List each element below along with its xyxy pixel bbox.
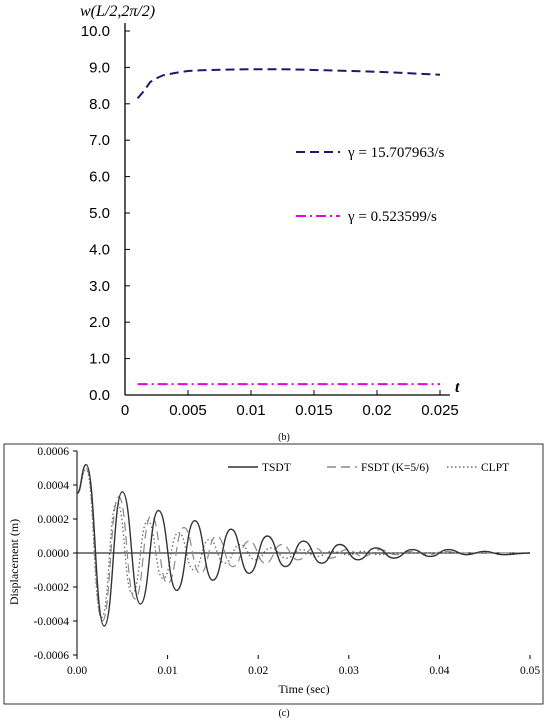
chart-b-xticks: 0 0.005 0.01 0.015 0.02 0.025 [121, 390, 459, 419]
chart-b-ytick-label: 4.0 [89, 241, 110, 258]
chart-b-yticks: 0.0 1.0 2.0 3.0 4.0 5.0 6.0 7.0 8.0 9.0 10.0 [81, 23, 130, 404]
chart-c-xtick-label: 0.02 [248, 665, 268, 677]
chart-c-ytick-label: -0.0002 [34, 582, 70, 594]
chart-b-xtick-label: 0.02 [362, 402, 391, 419]
chart-c-ytick-label: 0.0002 [37, 514, 69, 526]
chart-b: w(L/2,2π/2) 0.0 1.0 2.0 3.0 4.0 5.0 6.0 7.0 8.0 9… [80, 3, 460, 443]
chart-b-xtick-label: 0 [121, 402, 129, 419]
chart-b-series-line-1 [136, 68, 441, 99]
chart-c-xtick-label: 0.04 [429, 665, 449, 677]
chart-b-legend: γ = 15.707963/s γ = 0.523599/s [296, 145, 445, 225]
chart-b-xtick-label: 0.025 [421, 402, 459, 419]
chart-b-panel-label: (b) [278, 432, 290, 443]
chart-c-xticks: 0.00 0.01 0.02 0.03 0.04 0.05 [67, 655, 540, 677]
chart-c-xtick-label: 0.03 [339, 665, 359, 677]
chart-b-ytick-label: 9.0 [89, 59, 110, 76]
chart-b-series [136, 68, 441, 386]
chart-c-panel-label: (c) [278, 708, 289, 719]
chart-b-ytick-label: 5.0 [89, 205, 110, 222]
chart-c-ytick-label: 0.0006 [37, 446, 69, 458]
chart-c-ylabel: Displacement (m) [7, 519, 21, 605]
chart-b-legend-label: γ = 15.707963/s [347, 145, 445, 161]
chart-b-ytick-label: 8.0 [89, 96, 110, 113]
chart-c-xlabel: Time (sec) [278, 682, 329, 696]
chart-c-xtick-label: 0.00 [67, 665, 87, 677]
chart-b-ytick-label: 2.0 [89, 314, 110, 331]
chart-c-yticks: -0.0006 -0.0004 -0.0002 0.0000 0.0002 0.0004 0… [34, 446, 77, 662]
chart-c-ytick-label: -0.0006 [34, 650, 70, 662]
chart-c-series [76, 463, 531, 627]
chart-b-xtick-label: 0.01 [236, 402, 265, 419]
chart-c-ytick-label: 0.0004 [37, 480, 69, 492]
chart-b-ytick-label: 6.0 [89, 169, 110, 186]
chart-b-xtick-label: 0.015 [295, 402, 333, 419]
chart-c-frame [3, 443, 544, 705]
chart-c-ytick-label: 0.0000 [37, 548, 69, 560]
chart-c-xtick-label: 0.01 [158, 665, 178, 677]
chart-c-xtick-label: 0.05 [520, 665, 540, 677]
chart-b-ytick-label: 7.0 [89, 132, 110, 149]
chart-c-series-line-3 [76, 469, 530, 619]
chart-c: -0.0006 -0.0004 -0.0002 0.0000 0.0002 0.0004 0… [3, 443, 544, 719]
chart-c-legend: TSDT FSDT (K=5/6) CLPT [228, 462, 509, 474]
chart-b-xtick-label: 0.005 [169, 402, 207, 419]
chart-c-series-line-2 [76, 467, 530, 622]
chart-b-ytick-label: 1.0 [89, 351, 110, 368]
chart-b-axes [124, 23, 450, 396]
chart-c-legend-label: FSDT (K=5/6) [361, 462, 429, 474]
chart-c-series-line-1 [76, 463, 531, 627]
chart-b-ytick-label: 10.0 [81, 23, 110, 40]
chart-b-ytick-label: 3.0 [89, 278, 110, 295]
chart-b-legend-label: γ = 0.523599/s [347, 209, 437, 225]
chart-b-ytick-label: 0.0 [89, 387, 110, 404]
chart-c-legend-label: TSDT [262, 462, 291, 474]
chart-b-ylabel: w(L/2,2π/2) [80, 3, 155, 20]
chart-b-xlabel: t [455, 379, 460, 396]
chart-c-legend-label: CLPT [481, 462, 509, 474]
chart-c-ytick-label: -0.0004 [34, 616, 70, 628]
